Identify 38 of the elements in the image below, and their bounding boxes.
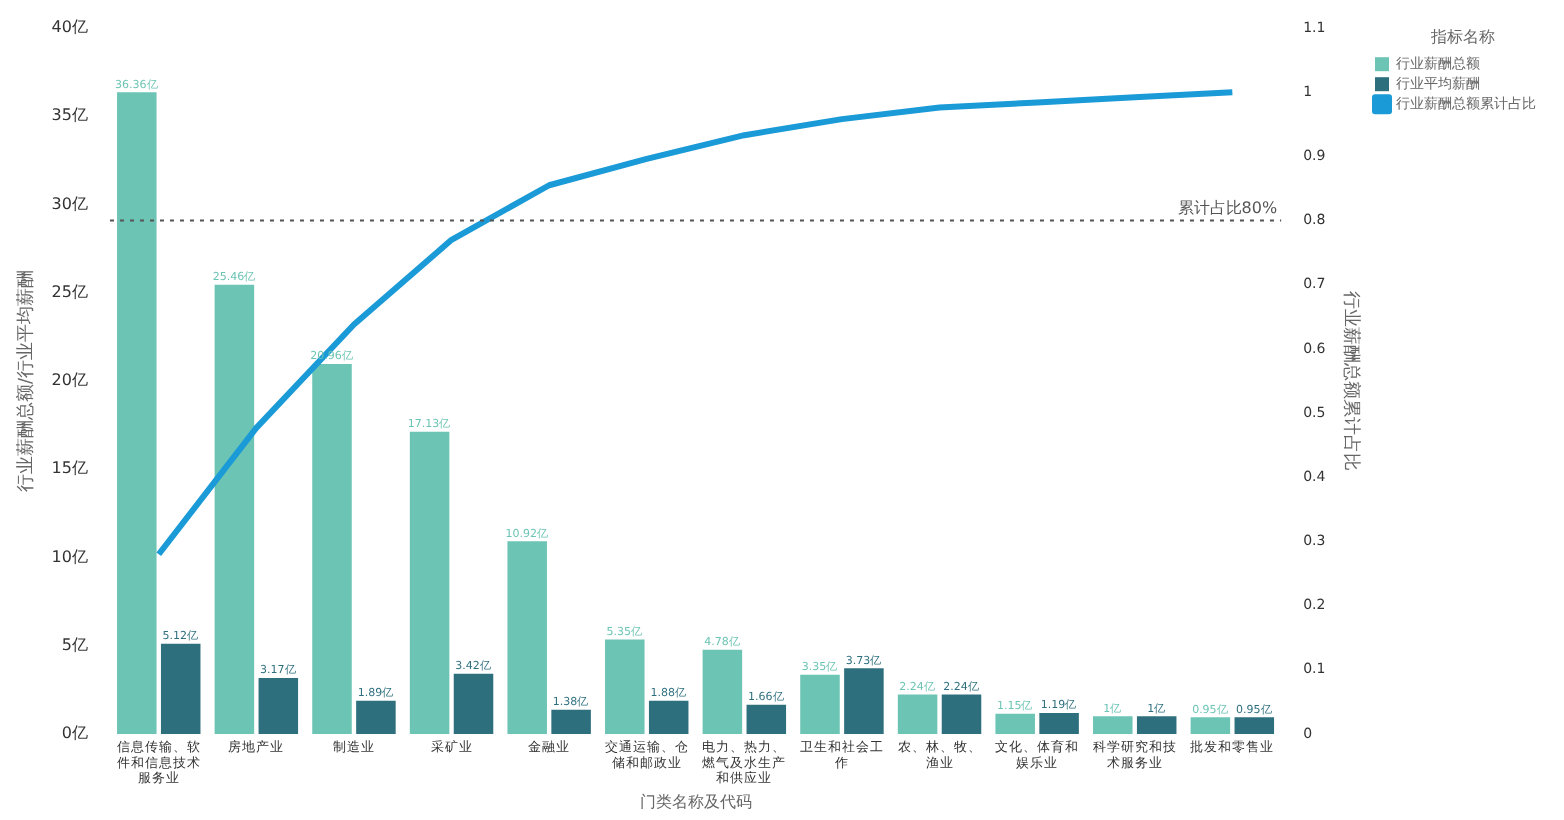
bar xyxy=(1234,717,1275,734)
bar xyxy=(844,668,884,734)
y-tick-label: 40亿 xyxy=(51,18,88,37)
bar xyxy=(1093,716,1133,734)
bar xyxy=(551,709,591,734)
bar xyxy=(1039,713,1079,734)
bar xyxy=(117,92,157,734)
y-tick-label: 25亿 xyxy=(51,282,88,301)
y-tick-label: 15亿 xyxy=(51,459,88,478)
bar xyxy=(746,704,787,734)
bar xyxy=(800,674,840,734)
bar xyxy=(648,700,689,734)
bar xyxy=(160,643,201,734)
y-tick-label: 35亿 xyxy=(51,106,88,125)
bar xyxy=(507,541,547,734)
y2-axis-title: 行业薪酬总额累计占比 xyxy=(1339,291,1362,471)
bar xyxy=(312,364,352,734)
ref-line-label: 累计占比80% xyxy=(1177,198,1278,217)
bar xyxy=(897,694,938,734)
bar xyxy=(1190,717,1231,734)
y-tick-label: 20亿 xyxy=(51,371,88,390)
y-tick-label: 5亿 xyxy=(61,635,88,654)
y-axis-title: 行业薪酬总额/行业平均薪酬 xyxy=(15,269,38,493)
legend-title: 指标名称 xyxy=(1428,28,1495,47)
y-tick-label: 10亿 xyxy=(51,547,88,566)
bar xyxy=(453,673,494,734)
bar xyxy=(1136,716,1177,734)
bar xyxy=(941,694,982,734)
bar xyxy=(605,639,645,734)
bar xyxy=(702,649,743,734)
bar xyxy=(258,678,299,734)
x-axis-title: 门类名称及代码 xyxy=(639,792,752,811)
y-tick-label: 30亿 xyxy=(51,194,88,213)
bar xyxy=(409,431,450,734)
y-tick-label: 0亿 xyxy=(61,724,88,743)
bar xyxy=(214,284,255,734)
bar xyxy=(995,713,1035,734)
bar xyxy=(356,700,396,734)
